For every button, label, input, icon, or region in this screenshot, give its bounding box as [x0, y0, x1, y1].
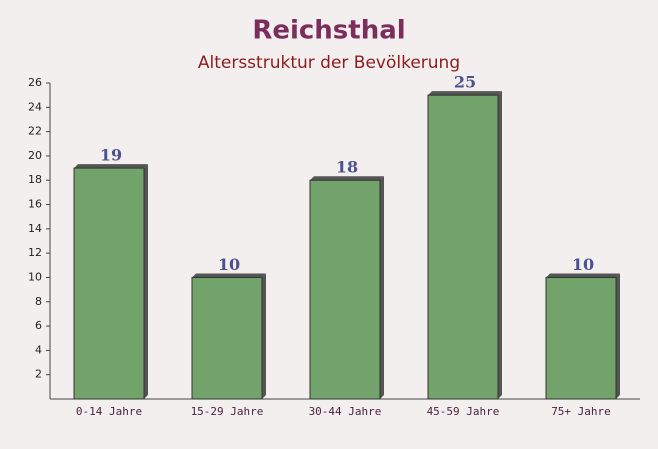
x-tick-label: 30-44 Jahre: [309, 405, 382, 418]
value-label: 19: [100, 146, 122, 165]
y-tick-label: 4: [35, 343, 42, 356]
y-tick-label: 24: [28, 100, 42, 113]
y-tick-label: 20: [28, 149, 42, 162]
y-tick-label: 8: [35, 295, 42, 308]
bar-shadow: [144, 164, 148, 399]
bar: [191, 276, 263, 400]
bar-shadow: [380, 176, 384, 399]
bar: [73, 167, 145, 400]
x-tick-label: 75+ Jahre: [551, 405, 611, 418]
y-tick-label: 16: [28, 198, 42, 211]
value-label: 10: [572, 255, 594, 274]
value-label: 18: [336, 158, 358, 177]
bar: [309, 179, 381, 400]
y-tick-label: 22: [28, 125, 42, 138]
chart-subtitle: Altersstruktur der Bevölkerung: [198, 53, 460, 73]
bar-top: [428, 91, 502, 96]
value-label: 25: [454, 73, 476, 92]
bar-top: [74, 164, 148, 169]
x-tick-label: 15-29 Jahre: [191, 405, 264, 418]
y-tick-label: 2: [35, 368, 42, 381]
bar-top: [546, 273, 620, 278]
x-tick-label: 45-59 Jahre: [427, 405, 500, 418]
y-tick-label: 18: [28, 173, 42, 186]
value-label: 10: [218, 255, 240, 274]
y-tick-label: 14: [28, 222, 42, 235]
bar: [545, 276, 617, 400]
y-tick-label: 26: [28, 76, 42, 89]
bar-shadow: [262, 273, 266, 399]
bar-shadow: [616, 273, 620, 399]
bar-shadow: [498, 91, 502, 400]
y-tick-label: 10: [28, 270, 42, 283]
bar-top: [192, 273, 266, 278]
bar-top: [310, 176, 384, 181]
x-tick-label: 0-14 Jahre: [76, 405, 142, 418]
y-tick-label: 6: [35, 319, 42, 332]
bar: [427, 94, 499, 400]
y-tick-label: 12: [28, 246, 42, 259]
chart-title: Reichsthal: [252, 16, 405, 46]
